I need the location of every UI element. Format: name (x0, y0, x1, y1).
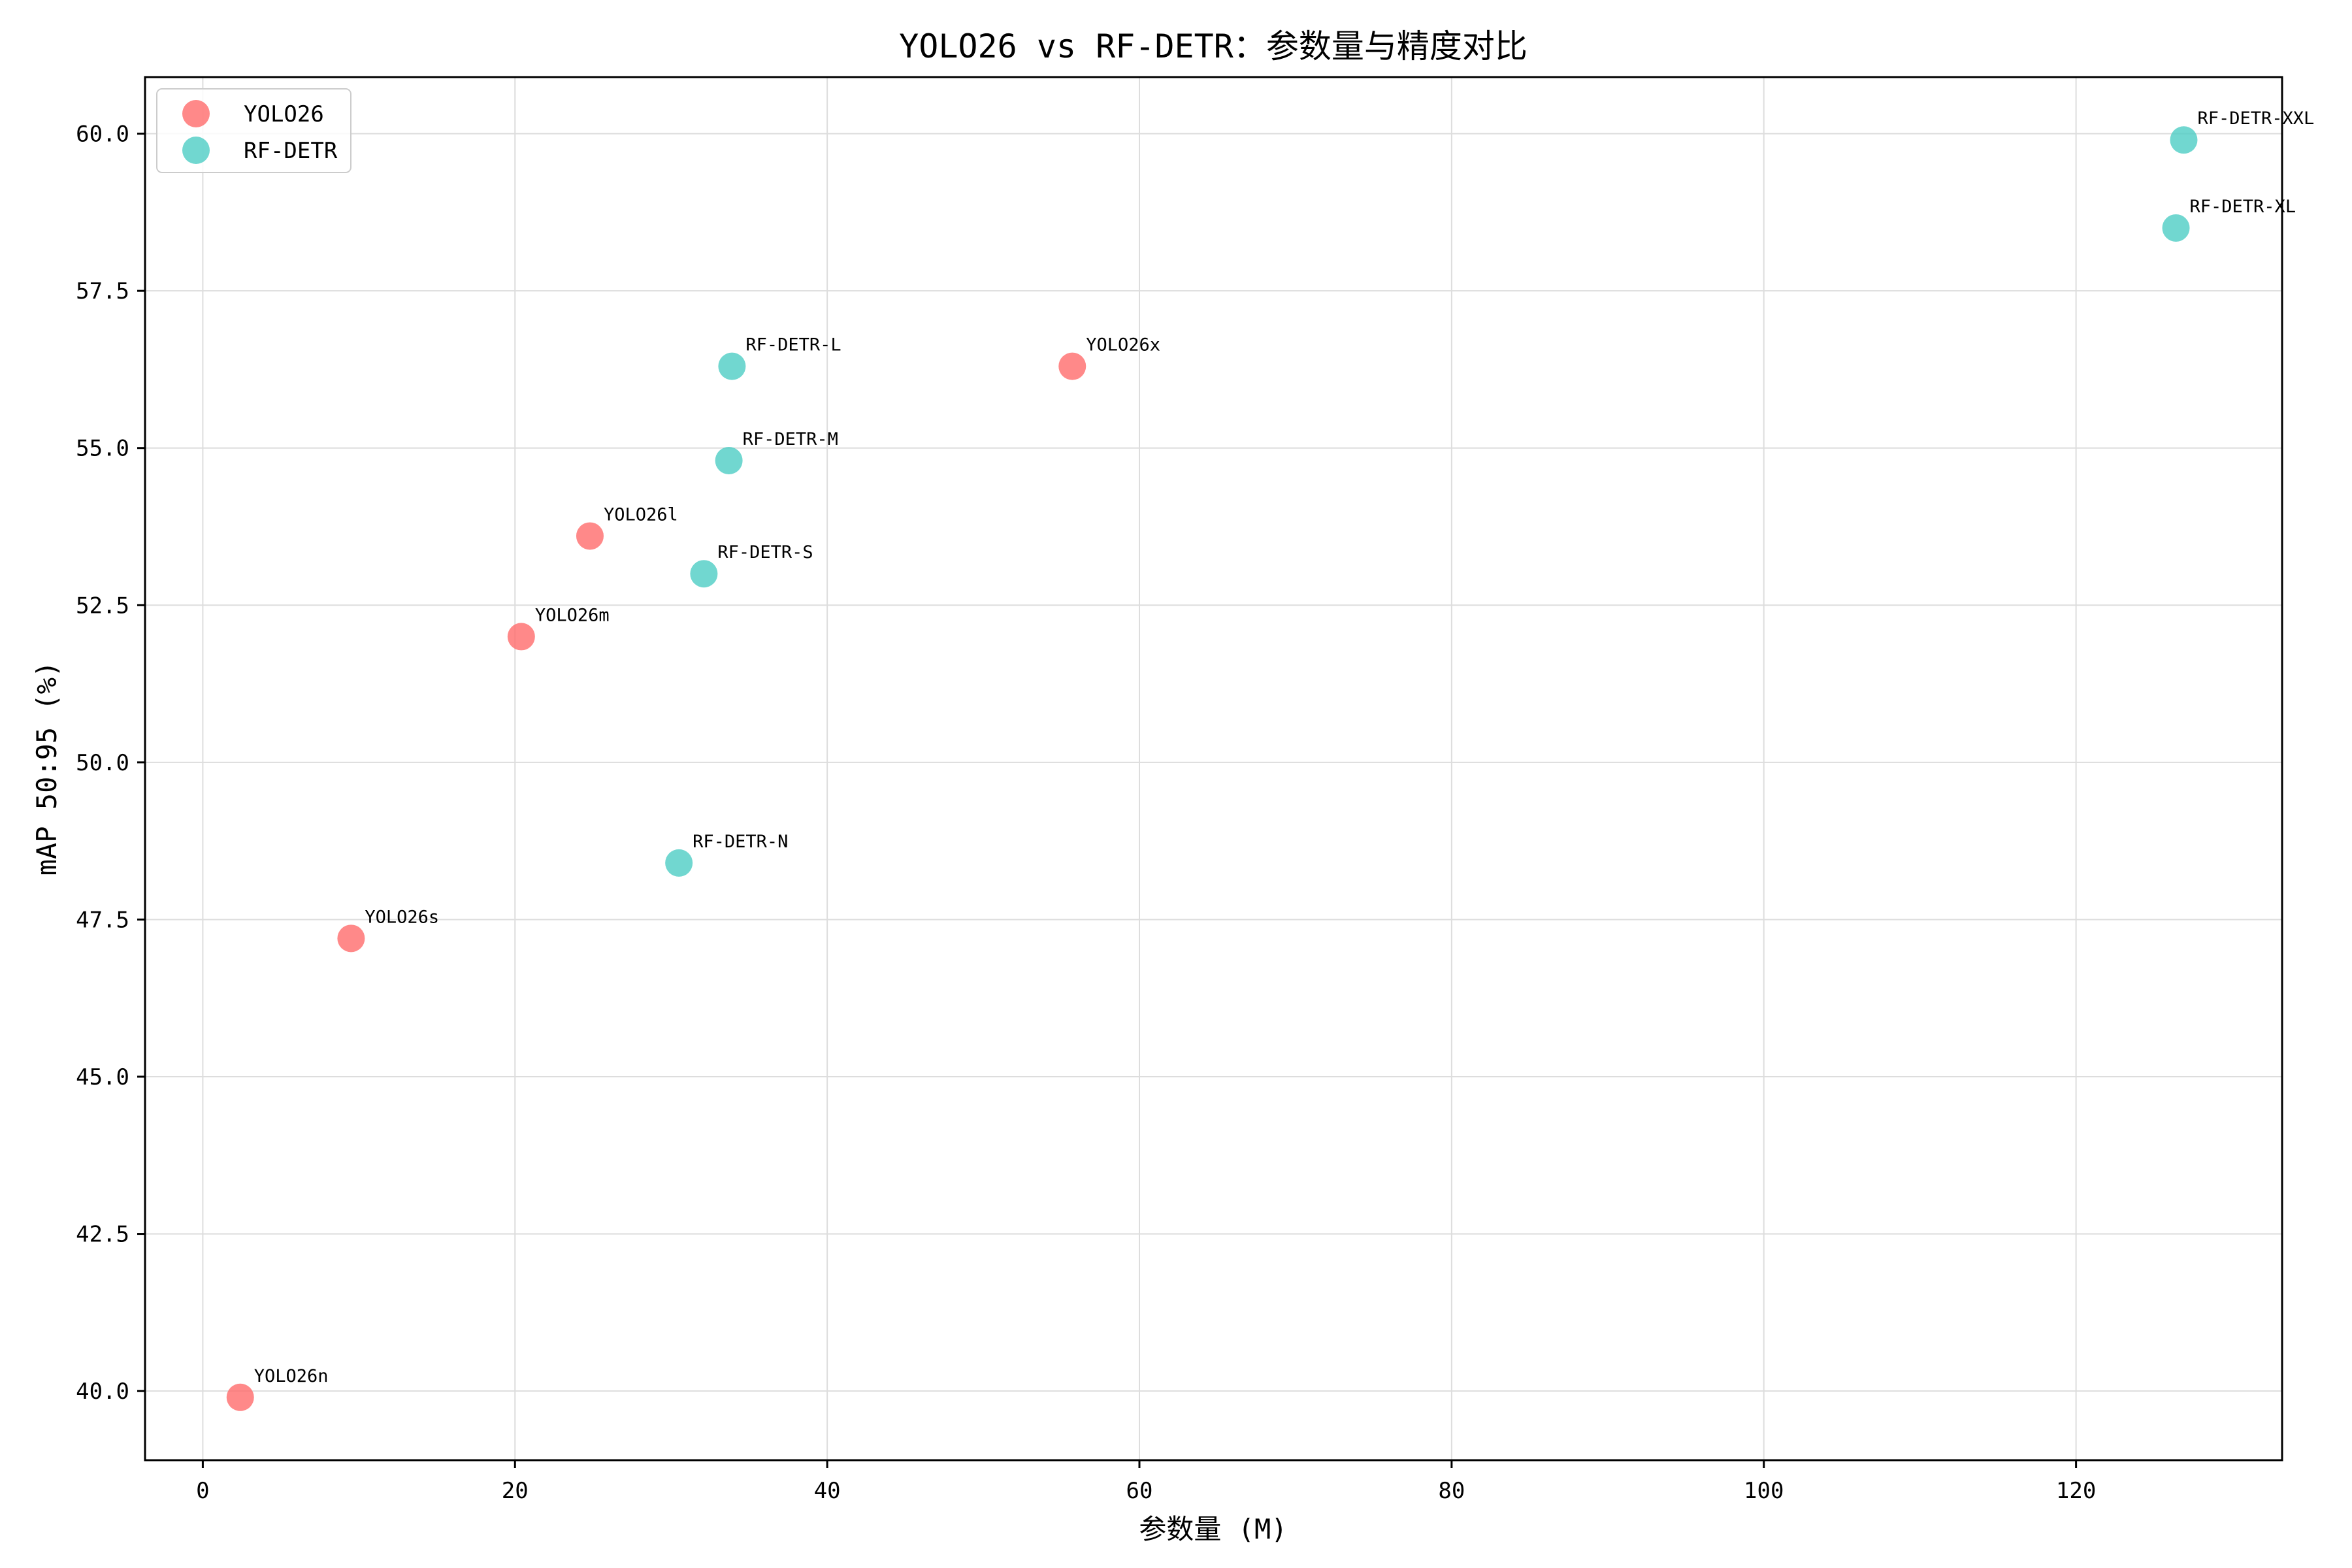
point-label-yolo26m: YOLO26m (535, 605, 610, 625)
y-tick-label: 47.5 (76, 907, 129, 933)
data-point-yolo26n (226, 1383, 254, 1411)
y-tick-label: 57.5 (76, 278, 129, 304)
point-label-rf-detr-n: RF-DETR-N (693, 832, 788, 852)
plot-frame (144, 76, 2283, 1462)
legend-label-yolo26: YOLO26 (244, 101, 324, 127)
point-label-rf-detr-s: RF-DETR-S (717, 542, 813, 563)
x-tick-label: 80 (1438, 1478, 1465, 1504)
point-label-yolo26n: YOLO26n (254, 1366, 329, 1386)
point-label-yolo26l: YOLO26l (604, 504, 678, 525)
data-point-rf-detr-l (718, 352, 746, 380)
legend-marker-rf-detr (182, 137, 210, 164)
x-tick-label: 60 (1126, 1478, 1153, 1504)
point-label-rf-detr-xl: RF-DETR-XL (2190, 197, 2296, 217)
data-point-rf-detr-m (715, 446, 743, 474)
x-tick-label: 0 (196, 1478, 209, 1504)
legend-label-rf-detr: RF-DETR (244, 138, 338, 164)
grid-lines (145, 77, 2282, 1460)
x-axis-label: 参数量 (M) (1139, 1513, 1287, 1545)
y-tick-label: 50.0 (76, 750, 129, 776)
data-point-yolo26x (1058, 352, 1086, 380)
data-points: YOLO26n YOLO26s YOLO26m YOLO26l YOLO26x RF-DE… (226, 108, 2314, 1411)
point-label-rf-detr-m: RF-DETR-M (743, 429, 838, 449)
data-point-rf-detr-xxl (2170, 126, 2198, 154)
point-label-rf-detr-l: RF-DETR-L (745, 335, 841, 355)
point-label-yolo26s: YOLO26s (365, 907, 439, 927)
y-tick-label: 42.5 (76, 1222, 129, 1248)
data-point-yolo26s (337, 924, 365, 953)
x-tick-label: 40 (814, 1478, 841, 1504)
chart-title: YOLO26 vs RF-DETR：参数量与精度对比 (899, 27, 1527, 65)
data-point-yolo26l (576, 522, 604, 550)
x-tick-label: 120 (2056, 1478, 2096, 1504)
data-point-rf-detr-xl (2162, 214, 2190, 242)
y-axis-ticks: 40.0 42.5 45.0 47.5 50.0 52.5 55.0 57.5 60.0 (76, 122, 145, 1405)
y-axis-label: mAP 50:95 (%) (31, 661, 63, 876)
y-tick-label: 52.5 (76, 593, 129, 619)
data-point-rf-detr-n (665, 849, 693, 877)
y-tick-label: 40.0 (76, 1379, 129, 1405)
data-point-yolo26m (507, 623, 535, 651)
y-tick-label: 60.0 (76, 122, 129, 148)
y-tick-label: 45.0 (76, 1064, 129, 1090)
x-tick-label: 20 (502, 1478, 529, 1504)
legend: YOLO26 RF-DETR (156, 88, 351, 173)
data-point-rf-detr-s (690, 560, 718, 588)
point-label-yolo26x: YOLO26x (1086, 335, 1160, 355)
x-axis-ticks: 0 20 40 60 80 100 120 (196, 1460, 2096, 1504)
legend-marker-yolo26 (182, 100, 210, 127)
point-label-rf-detr-xxl: RF-DETR-XXL (2197, 108, 2314, 129)
x-tick-label: 100 (1744, 1478, 1784, 1504)
y-tick-label: 55.0 (76, 436, 129, 462)
